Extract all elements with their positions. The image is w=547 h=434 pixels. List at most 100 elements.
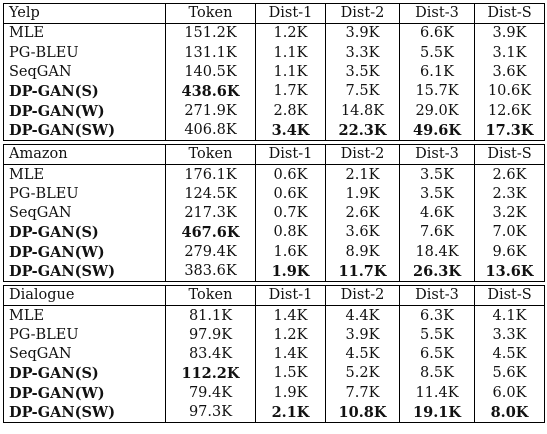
table-row: MLE 81.1K 1.4K 4.4K 6.3K 4.1K [3, 305, 545, 326]
table-row: DP-GAN(S) 467.6K 0.8K 3.6K 7.6K 7.0K [3, 223, 545, 243]
table-cell: 10.6K [474, 82, 545, 102]
table-cell: 3.4K [255, 120, 326, 142]
table-cell: 0.7K [255, 203, 326, 224]
table-cell: 1.5K [255, 364, 326, 384]
table-row: PG-BLEU 97.9K 1.2K 3.9K 5.5K 3.3K [3, 325, 545, 346]
table-cell: 15.7K [399, 82, 475, 102]
table-cell: 4.4K [325, 305, 400, 326]
table-cell: 5.6K [474, 364, 545, 384]
table-row: SeqGAN 217.3K 0.7K 2.6K 4.6K 3.2K [3, 203, 545, 224]
table-cell: 1.2K [255, 23, 326, 44]
table-cell: 3.5K [399, 184, 475, 204]
table-cell: 7.7K [325, 383, 400, 403]
table-cell: 3.6K [474, 62, 545, 83]
column-header: Token [165, 285, 256, 307]
table-cell: 13.6K [474, 261, 545, 283]
table-row: DP-GAN(SW) 406.8K 3.4K 22.3K 49.6K 17.3K [3, 120, 545, 142]
column-header: Dist-S [474, 285, 545, 307]
table-cell: 2.6K [474, 164, 545, 185]
table-cell: 4.6K [399, 203, 475, 224]
model-name: SeqGAN [3, 203, 166, 224]
table-cell: 7.6K [399, 223, 475, 243]
table-cell: 4.1K [474, 305, 545, 326]
table-cell: 2.1K [255, 402, 326, 424]
table-cell: 279.4K [165, 242, 256, 262]
table-cell: 6.5K [399, 345, 475, 365]
column-header: Dist-3 [399, 144, 475, 166]
section-name: Yelp [3, 2, 166, 25]
table-cell: 0.8K [255, 223, 326, 243]
table-cell: 131.1K [165, 43, 256, 63]
table-cell: 8.9K [325, 242, 400, 262]
table-row: DP-GAN(W) 279.4K 1.6K 8.9K 18.4K 9.6K [3, 242, 545, 262]
table-cell: 2.3K [474, 184, 545, 204]
table-cell: 18.4K [399, 242, 475, 262]
table-cell: 8.5K [399, 364, 475, 384]
column-header: Token [165, 144, 256, 166]
table-cell: 6.6K [399, 23, 475, 44]
results-table-container: Yelp Token Dist-1 Dist-2 Dist-3 Dist-S M… [3, 2, 545, 424]
model-name: SeqGAN [3, 62, 166, 83]
table-cell: 2.6K [325, 203, 400, 224]
table-cell: 49.6K [399, 120, 475, 142]
table-cell: 1.4K [255, 345, 326, 365]
model-name: SeqGAN [3, 345, 166, 365]
model-name: DP-GAN(S) [3, 223, 166, 243]
table-cell: 83.4K [165, 345, 256, 365]
table-cell: 3.5K [325, 62, 400, 83]
table-cell: 4.5K [325, 345, 400, 365]
model-name: DP-GAN(W) [3, 242, 166, 262]
table-cell: 438.6K [165, 82, 256, 102]
column-header: Dist-3 [399, 2, 475, 25]
table-cell: 3.3K [474, 325, 545, 346]
table-cell: 217.3K [165, 203, 256, 224]
column-header: Dist-3 [399, 285, 475, 307]
table-row: DP-GAN(W) 79.4K 1.9K 7.7K 11.4K 6.0K [3, 383, 545, 403]
column-header: Dist-1 [255, 2, 326, 25]
table-cell: 124.5K [165, 184, 256, 204]
section-name: Dialogue [3, 285, 166, 307]
section-header-row: Amazon Token Dist-1 Dist-2 Dist-3 Dist-S [3, 144, 545, 166]
table-cell: 1.2K [255, 325, 326, 346]
table-cell: 383.6K [165, 261, 256, 283]
model-name: DP-GAN(SW) [3, 402, 166, 424]
table-cell: 81.1K [165, 305, 256, 326]
table-cell: 176.1K [165, 164, 256, 185]
table-cell: 112.2K [165, 364, 256, 384]
column-header: Dist-1 [255, 144, 326, 166]
table-row: MLE 176.1K 0.6K 2.1K 3.5K 2.6K [3, 164, 545, 185]
table-row: DP-GAN(S) 438.6K 1.7K 7.5K 15.7K 10.6K [3, 82, 545, 102]
table-cell: 0.6K [255, 164, 326, 185]
table-cell: 3.9K [325, 325, 400, 346]
table-row: DP-GAN(SW) 97.3K 2.1K 10.8K 19.1K 8.0K [3, 402, 545, 424]
table-cell: 1.9K [255, 383, 326, 403]
table-cell: 8.0K [474, 402, 545, 424]
column-header: Dist-2 [325, 2, 400, 25]
table-cell: 22.3K [325, 120, 400, 142]
table-cell: 1.9K [255, 261, 326, 283]
table-cell: 4.5K [474, 345, 545, 365]
section-header-row: Dialogue Token Dist-1 Dist-2 Dist-3 Dist… [3, 285, 545, 307]
model-name: DP-GAN(S) [3, 82, 166, 102]
table-cell: 1.4K [255, 305, 326, 326]
table-cell: 19.1K [399, 402, 475, 424]
table-cell: 3.9K [474, 23, 545, 44]
column-header: Dist-S [474, 144, 545, 166]
results-table: Yelp Token Dist-1 Dist-2 Dist-3 Dist-S M… [3, 2, 545, 424]
table-row: DP-GAN(SW) 383.6K 1.9K 11.7K 26.3K 13.6K [3, 261, 545, 283]
column-header: Dist-2 [325, 144, 400, 166]
table-cell: 9.6K [474, 242, 545, 262]
table-cell: 2.1K [325, 164, 400, 185]
table-cell: 1.9K [325, 184, 400, 204]
table-cell: 0.6K [255, 184, 326, 204]
table-cell: 11.7K [325, 261, 400, 283]
table-cell: 3.5K [399, 164, 475, 185]
table-cell: 5.5K [399, 325, 475, 346]
table-cell: 10.8K [325, 402, 400, 424]
table-cell: 3.6K [325, 223, 400, 243]
table-cell: 5.5K [399, 43, 475, 63]
table-cell: 1.6K [255, 242, 326, 262]
model-name: DP-GAN(SW) [3, 261, 166, 283]
table-cell: 3.2K [474, 203, 545, 224]
table-row: SeqGAN 83.4K 1.4K 4.5K 6.5K 4.5K [3, 345, 545, 365]
